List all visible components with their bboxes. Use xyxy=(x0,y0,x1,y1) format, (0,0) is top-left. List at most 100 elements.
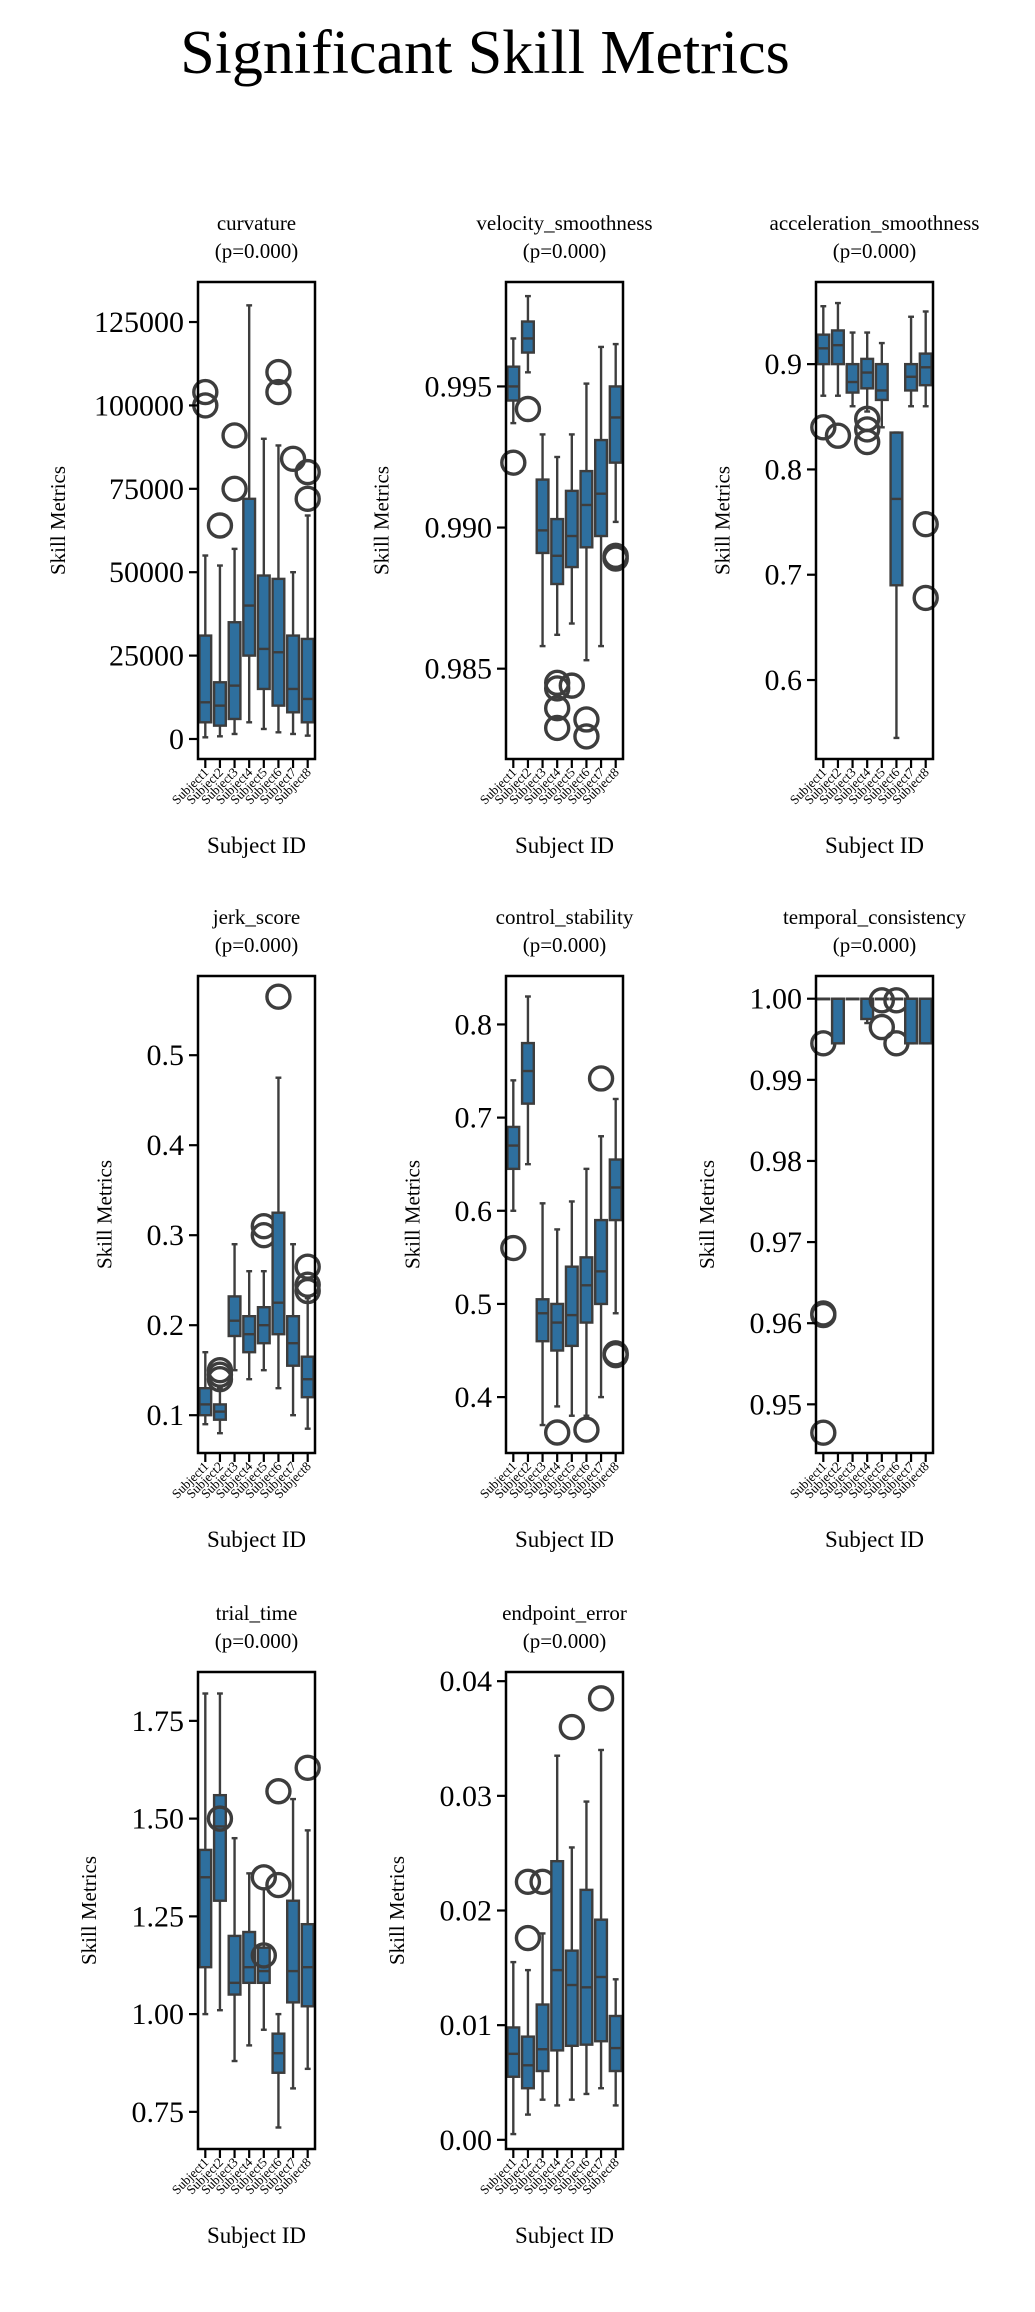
outlier-point xyxy=(294,458,321,486)
y-tick-label: 0.985 xyxy=(425,653,493,686)
outlier-point xyxy=(912,584,939,612)
panel-jerk_score: jerk_score (p=0.000) 0.1 0.2 0.3 0.4 0.5 Subjec… xyxy=(93,905,321,1552)
box-Subject7 xyxy=(594,345,609,648)
axes-frame xyxy=(196,280,317,761)
panel-subtitle: (p=0.000) xyxy=(833,239,917,263)
panel-title: curvature xyxy=(217,211,296,235)
box-Subject5 xyxy=(558,433,586,699)
y-tick-label: 1.00 xyxy=(750,983,803,1016)
y-tick-label: 0.8 xyxy=(455,1008,493,1041)
y-axis-label: Skill Metrics xyxy=(370,466,394,575)
outlier-point xyxy=(853,428,881,456)
x-axis-label: Subject ID xyxy=(515,833,614,858)
box-iqr xyxy=(608,385,623,464)
box-iqr xyxy=(830,329,845,366)
box-iqr xyxy=(286,634,301,714)
y-tick-label: 0.03 xyxy=(440,1780,493,1813)
y-tick-label: 0.99 xyxy=(750,1064,803,1097)
x-axis-label: Subject ID xyxy=(825,1527,924,1552)
box-Subject2 xyxy=(830,997,845,1045)
box-iqr xyxy=(830,997,845,1045)
y-tick-label: 25000 xyxy=(109,640,184,673)
panel-subtitle: (p=0.000) xyxy=(523,239,607,263)
box-iqr xyxy=(535,2003,550,2073)
box-iqr xyxy=(300,1355,315,1399)
outlier-point xyxy=(265,1778,292,1805)
y-tick-label: 75000 xyxy=(109,473,184,506)
panel-subtitle: (p=0.000) xyxy=(523,933,607,957)
box-iqr xyxy=(227,621,242,721)
y-axis-label: Skill Metrics xyxy=(93,1160,117,1269)
box-iqr xyxy=(845,362,860,394)
box-iqr xyxy=(506,365,521,402)
outlier-point xyxy=(853,416,881,443)
box-iqr xyxy=(520,2035,535,2090)
y-axis-label: Skill Metrics xyxy=(77,1856,101,1965)
outlier-point xyxy=(265,358,292,386)
box-iqr xyxy=(564,1949,579,2048)
axes-frame xyxy=(814,974,935,1455)
box-iqr xyxy=(506,2026,521,2078)
y-tick-label: 0.9 xyxy=(765,348,803,381)
y-tick-label: 1.00 xyxy=(132,1998,185,2031)
box-Subject5 xyxy=(250,1864,278,2031)
outlier-point xyxy=(543,714,571,742)
y-tick-label: 0.98 xyxy=(750,1145,803,1178)
outlier-point xyxy=(824,422,852,449)
box-Subject6 xyxy=(265,1778,292,2129)
box-iqr xyxy=(242,497,257,657)
y-tick-label: 0.1 xyxy=(147,1399,185,1432)
y-tick-label: 0.2 xyxy=(147,1309,185,1342)
y-tick-label: 0.75 xyxy=(132,2096,185,2129)
box-iqr xyxy=(594,1918,609,2043)
box-iqr xyxy=(242,1930,257,1985)
panel-subtitle: (p=0.000) xyxy=(215,239,299,263)
y-tick-label: 125000 xyxy=(94,306,184,339)
outlier-point xyxy=(573,1416,600,1443)
box-Subject6 xyxy=(265,983,292,1390)
box-iqr xyxy=(550,1302,565,1352)
box-Subject7 xyxy=(587,1065,615,1399)
y-tick-label: 0.02 xyxy=(440,1895,493,1928)
box-iqr xyxy=(564,489,579,569)
box-iqr xyxy=(300,1922,315,2008)
outlier-point xyxy=(265,378,292,406)
panel-title: jerk_score xyxy=(212,905,300,929)
box-iqr xyxy=(227,1295,242,1338)
y-tick-label: 0.990 xyxy=(425,512,493,545)
box-Subject5 xyxy=(874,341,889,429)
y-tick-label: 0 xyxy=(169,723,184,756)
outlier-point xyxy=(514,1868,542,1896)
box-Subject1 xyxy=(506,1960,521,2136)
box-Subject3 xyxy=(529,1868,556,2101)
axes-frame xyxy=(504,974,625,1455)
box-Subject8 xyxy=(912,310,939,612)
x-axis-label: Subject ID xyxy=(515,2223,614,2248)
box-iqr xyxy=(286,1314,301,1367)
box-Subject8 xyxy=(602,1097,629,1369)
y-tick-label: 50000 xyxy=(109,556,184,589)
panel-velocity_smoothness: velocity_smoothness (p=0.000) 0.985 0.990 0.… xyxy=(370,211,653,858)
panel-title: temporal_consistency xyxy=(783,905,967,929)
box-Subject4 xyxy=(543,455,571,742)
box-iqr xyxy=(874,362,889,402)
box-Subject7 xyxy=(904,315,919,408)
box-iqr xyxy=(212,681,227,727)
y-tick-label: 0.96 xyxy=(750,1307,803,1340)
panel-subtitle: (p=0.000) xyxy=(833,933,917,957)
outlier-point xyxy=(912,510,939,538)
box-Subject3 xyxy=(227,1242,242,1372)
panel-control_stability: control_stability (p=0.000) 0.4 0.5 0.6 0.7 0.… xyxy=(401,905,634,1552)
x-axis-label: Subject ID xyxy=(515,1527,614,1552)
y-tick-label: 0.5 xyxy=(455,1288,493,1321)
box-Subject1 xyxy=(198,1350,213,1426)
outlier-point xyxy=(294,1277,321,1305)
outlier-point xyxy=(206,512,234,539)
box-Subject6 xyxy=(265,358,292,734)
box-Subject7 xyxy=(904,997,919,1045)
panel-subtitle: (p=0.000) xyxy=(215,1629,299,1653)
figure-title: Significant Skill Metrics xyxy=(180,19,790,87)
box-Subject2 xyxy=(206,1692,234,2012)
box-Subject2 xyxy=(514,1868,542,2116)
box-Subject8 xyxy=(602,342,629,572)
